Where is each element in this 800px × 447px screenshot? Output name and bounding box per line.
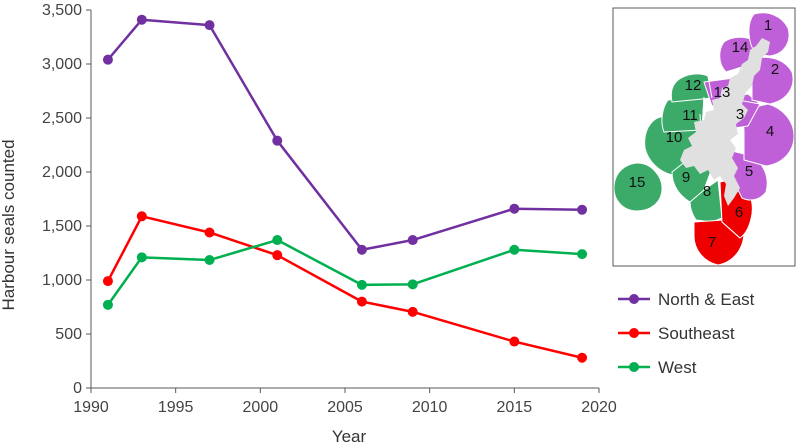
legend-swatch-marker	[629, 294, 639, 304]
map-region-8	[689, 179, 723, 223]
data-point	[577, 249, 588, 260]
x-axis-title: Year	[332, 427, 367, 446]
data-point	[102, 276, 113, 287]
map-region-label: 12	[685, 77, 702, 94]
map-region-label: 7	[708, 234, 716, 251]
series-line	[106, 18, 583, 252]
data-point	[509, 336, 520, 347]
data-point	[407, 235, 418, 246]
map-region-label: 9	[682, 169, 690, 186]
x-tick-label: 1995	[158, 399, 194, 416]
y-tick-label: 3,000	[42, 56, 82, 73]
map-region-label: 8	[703, 183, 711, 200]
data-point	[356, 296, 367, 307]
land-mass	[680, 38, 770, 206]
series-layer	[102, 14, 588, 363]
map-region-label: 14	[732, 39, 749, 56]
y-tick-label: 2,000	[42, 164, 82, 181]
x-tick-label: 2000	[243, 399, 279, 416]
data-point	[204, 227, 215, 238]
map-region-label: 11	[682, 107, 698, 124]
series-southeast	[102, 211, 588, 363]
data-point	[136, 211, 147, 222]
series-line	[106, 238, 583, 306]
map-region-label: 1	[764, 17, 772, 34]
data-point	[102, 54, 113, 65]
legend-swatch-marker	[629, 362, 639, 372]
x-tick-label: 2005	[327, 399, 363, 416]
y-tick-label: 500	[55, 326, 82, 343]
legend-label: West	[658, 358, 697, 377]
series-west	[102, 235, 588, 310]
x-axis-ticks: 1990 1995 2000 2005 2010 2015 2020	[73, 388, 617, 416]
data-point	[204, 255, 215, 266]
legend: North & East Southeast West	[618, 290, 755, 377]
map-region-label: 5	[745, 163, 753, 180]
legend-swatch-marker	[629, 328, 639, 338]
map-region-label: 4	[766, 123, 774, 140]
series-north-east	[102, 14, 588, 255]
y-axis-title: Harbour seals counted	[0, 139, 18, 310]
map-region-label: 2	[771, 61, 779, 78]
map-region-2	[751, 56, 794, 105]
data-point	[272, 250, 283, 261]
data-point	[272, 135, 283, 146]
data-point	[272, 235, 283, 246]
x-tick-label: 2010	[412, 399, 448, 416]
map-region-label: 13	[714, 84, 731, 101]
y-tick-label: 2,500	[42, 110, 82, 127]
map-region-label: 3	[736, 106, 744, 123]
data-point	[509, 244, 520, 255]
map-region-15	[613, 162, 663, 212]
legend-label: Southeast	[658, 324, 735, 343]
data-point	[356, 279, 367, 290]
data-point	[102, 299, 113, 310]
data-point	[204, 20, 215, 31]
x-tick-label: 2020	[581, 399, 617, 416]
map-region-label: 6	[735, 204, 743, 221]
map-region-label: 15	[629, 174, 646, 191]
x-tick-label: 2015	[497, 399, 533, 416]
map-region-4	[741, 103, 795, 167]
data-point	[509, 203, 520, 214]
y-tick-label: 0	[73, 380, 82, 397]
map-region-7	[693, 219, 745, 266]
map-region-label: 10	[666, 129, 683, 146]
data-point	[356, 244, 367, 255]
y-tick-label: 1,000	[42, 272, 82, 289]
legend-label: North & East	[658, 290, 755, 309]
data-point	[577, 204, 588, 215]
y-tick-label: 3,500	[42, 2, 82, 19]
data-point	[136, 14, 147, 25]
y-axis-ticks: 0 500 1,000 1,500 2,000 2,500 3,000 3,500	[42, 2, 91, 397]
series-line	[106, 215, 583, 359]
x-tick-label: 1990	[73, 399, 109, 416]
data-point	[407, 306, 418, 317]
data-point	[577, 352, 588, 363]
data-point	[407, 279, 418, 290]
data-point	[136, 252, 147, 263]
y-tick-label: 1,500	[42, 218, 82, 235]
